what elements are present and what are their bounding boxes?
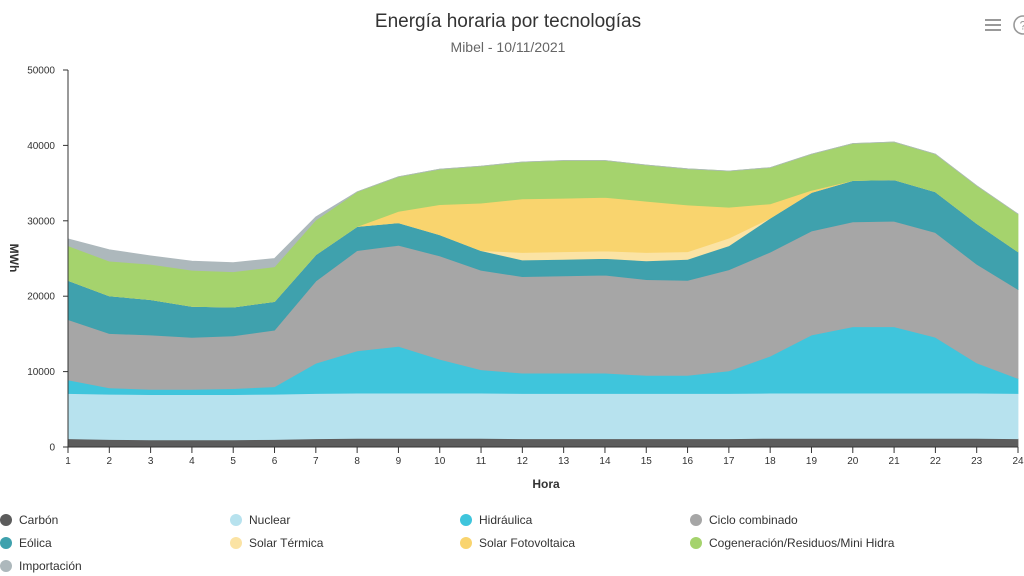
x-tick-label: 6: [272, 456, 278, 467]
y-tick-label: 40000: [27, 141, 55, 152]
series-area-8[interactable]: [67, 141, 1019, 273]
x-tick-label: 23: [971, 456, 983, 467]
legend-item[interactable]: Importación: [0, 558, 82, 574]
y-tick-label: 0: [49, 443, 55, 454]
legend-label: Carbón: [19, 513, 59, 527]
legend-label: Solar Térmica: [249, 536, 324, 550]
y-tick-label: 20000: [27, 292, 55, 303]
legend-item[interactable]: Hidráulica: [460, 512, 532, 528]
x-tick-label: 14: [599, 456, 611, 467]
y-tick-label: 30000: [27, 216, 55, 227]
chart-title: Energía horaria por tecnologías: [374, 11, 642, 32]
x-tick-label: 20: [847, 456, 859, 467]
x-tick-label: 18: [765, 456, 777, 467]
chart-subtitle: Mibel - 10/11/2021: [450, 39, 566, 55]
svg-text:?: ?: [1020, 19, 1024, 33]
legend-item[interactable]: Solar Fotovoltaica: [460, 535, 575, 551]
x-tick-label: 11: [476, 456, 487, 467]
x-tick-label: 3: [148, 456, 154, 467]
legend-label: Hidráulica: [479, 513, 533, 527]
legend-label: Ciclo combinado: [709, 513, 798, 527]
legend-label: Solar Fotovoltaica: [479, 536, 576, 550]
legend: Carbón Nuclear Hidráulica Ciclo combinado Eó…: [0, 506, 1024, 576]
legend-item[interactable]: Ciclo combinado: [690, 512, 798, 528]
series-area-1[interactable]: [67, 392, 1019, 441]
series-layer: [67, 141, 1019, 448]
x-tick-label: 5: [230, 456, 236, 467]
x-tick-label: 24: [1012, 456, 1024, 467]
legend-item[interactable]: Carbón: [0, 512, 58, 528]
legend-item[interactable]: Eólica: [0, 535, 52, 551]
x-tick-label: 17: [723, 456, 735, 467]
legend-label: Eólica: [19, 536, 52, 550]
legend-marker-icon: [690, 514, 702, 526]
legend-marker-icon: [460, 537, 472, 549]
x-tick-label: 22: [930, 456, 942, 467]
x-tick-label: 12: [517, 456, 529, 467]
legend-marker-icon: [230, 514, 242, 526]
legend-label: Importación: [19, 559, 82, 573]
x-tick-label: 16: [682, 456, 694, 467]
y-axis-title: MWh: [7, 244, 21, 273]
x-tick-label: 8: [354, 456, 360, 467]
legend-label: Nuclear: [249, 513, 291, 527]
legend-marker-icon: [0, 560, 12, 572]
x-tick-label: 2: [107, 456, 113, 467]
legend-item[interactable]: Solar Térmica: [230, 535, 323, 551]
x-tick-label: 4: [189, 456, 195, 467]
x-tick-label: 9: [396, 456, 402, 467]
x-tick-label: 13: [558, 456, 570, 467]
legend-marker-icon: [690, 537, 702, 549]
legend-marker-icon: [0, 514, 12, 526]
x-tick-label: 1: [65, 456, 71, 467]
x-tick-label: 7: [313, 456, 319, 467]
x-tick-label: 21: [889, 456, 901, 467]
x-tick-label: 19: [806, 456, 818, 467]
y-tick-label: 10000: [27, 367, 55, 378]
legend-marker-icon: [460, 514, 472, 526]
legend-item[interactable]: Cogeneración/Residuos/Mini Hidra: [690, 535, 894, 551]
legend-item[interactable]: Nuclear: [230, 512, 290, 528]
x-tick-label: 15: [641, 456, 653, 467]
y-tick-label: 50000: [27, 66, 55, 77]
legend-label: Cogeneración/Residuos/Mini Hidra: [709, 536, 895, 550]
help-icon[interactable]: ?: [1012, 14, 1024, 36]
legend-marker-icon: [0, 537, 12, 549]
hamburger-menu-icon[interactable]: [984, 17, 1002, 33]
x-axis-title: Hora: [532, 477, 560, 491]
x-tick-label: 10: [434, 456, 446, 467]
legend-marker-icon: [230, 537, 242, 549]
